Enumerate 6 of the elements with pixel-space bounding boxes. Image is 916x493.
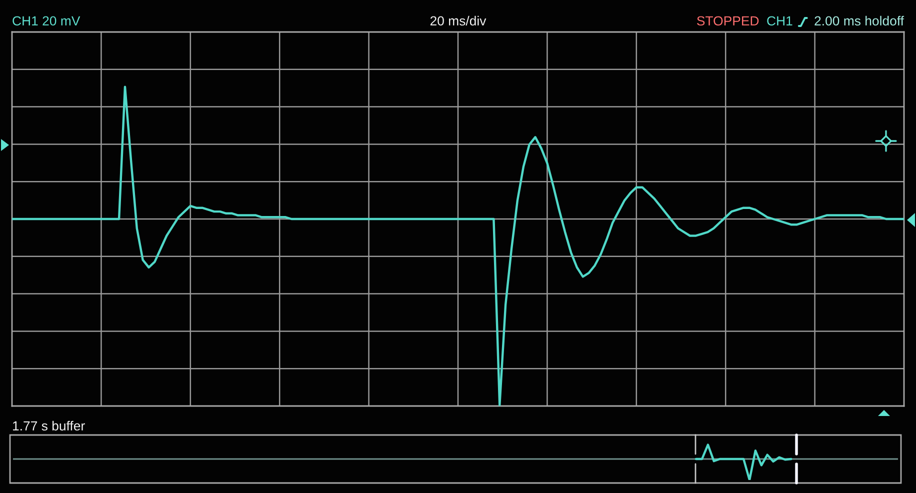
text: 1.77 s buffer (13, 420, 85, 431)
text: 2.00 ms holdoff (814, 16, 904, 26)
text: CH1 20 mV (12, 16, 80, 26)
text: STOPPED (697, 16, 759, 26)
text: 20 ms/div (430, 16, 486, 26)
text: CH1 (767, 16, 792, 26)
